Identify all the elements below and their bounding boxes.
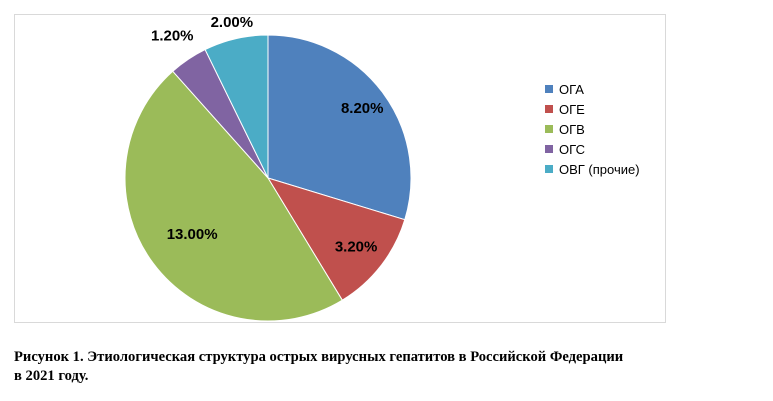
legend-swatch (545, 165, 553, 173)
legend-swatch (545, 85, 553, 93)
legend-swatch (545, 105, 553, 113)
legend-item-4: ОГС (545, 139, 640, 159)
slice-data-label-5: 2.00% (211, 15, 254, 31)
legend-swatch (545, 125, 553, 133)
legend-item-2: ОГЕ (545, 99, 640, 119)
legend-label: ОГВ (559, 121, 585, 137)
pie-slice-3 (124, 70, 343, 322)
pie-slice-1 (267, 34, 412, 221)
slice-data-label-3: 13.00% (167, 226, 218, 243)
pie-slice-2 (266, 177, 406, 301)
legend-label: ОГС (559, 141, 585, 157)
figure-caption: Рисунок 1. Этиологическая структура остр… (14, 348, 764, 386)
pie-slice-5 (204, 34, 269, 179)
legend-item-3: ОГВ (545, 119, 640, 139)
legend-label: ОГЕ (559, 101, 585, 117)
caption-line-2: в 2021 году. (14, 368, 89, 384)
legend-label: ОВГ (прочие) (559, 161, 640, 177)
slice-data-label-1: 8.20% (341, 100, 384, 117)
legend-item-5: ОВГ (прочие) (545, 159, 640, 179)
legend-label: ОГА (559, 81, 584, 97)
caption-line-1: Рисунок 1. Этиологическая структура остр… (14, 349, 624, 365)
slice-data-label-2: 3.20% (335, 238, 378, 255)
slice-data-label-4: 1.20% (151, 28, 194, 45)
legend-swatch (545, 145, 553, 153)
legend-item-1: ОГА (545, 79, 640, 99)
chart-area: 8.20% 3.20% 13.00% 1.20% 2.00% ОГА ОГЕ ОГВ ОГС О… (14, 14, 666, 323)
chart-legend: ОГА ОГЕ ОГВ ОГС ОВГ (прочие) (545, 79, 640, 179)
pie-chart: 8.20% 3.20% 13.00% 1.20% 2.00% (124, 15, 412, 322)
